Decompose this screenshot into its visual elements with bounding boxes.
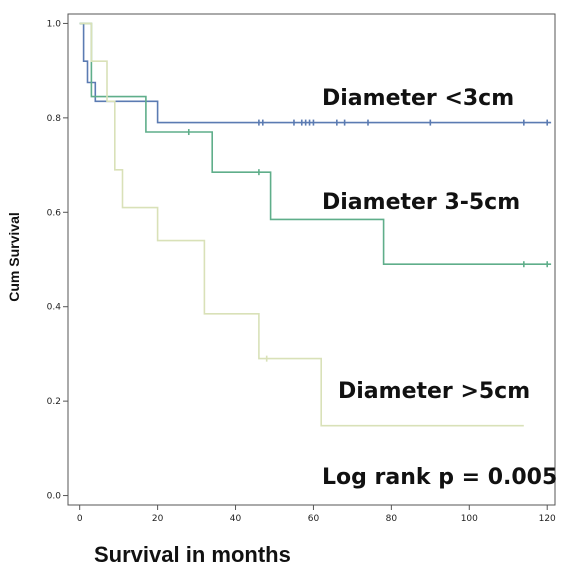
axes-layer: 0 20 40 60 80 100 120 0.0 0.2 0.4 0.6 0.8 1.0: [47, 19, 556, 524]
plot-frame: [67, 13, 556, 506]
x-tick-label: 60: [308, 514, 320, 524]
y-tick-label: 1.0: [47, 19, 62, 29]
x-tick-label: 40: [230, 514, 242, 524]
plot-area: [67, 13, 556, 506]
annotation-diameter-lt3: Diameter <3cm: [322, 86, 514, 111]
y-axis-title: Cum Survival: [6, 212, 22, 301]
y-tick-label: 0.4: [47, 303, 62, 313]
x-tick-label: 20: [152, 514, 164, 524]
x-tick-label: 120: [539, 514, 556, 524]
series-line-1: [79, 22, 552, 265]
annotation-log-rank: Log rank p = 0.005: [322, 465, 557, 490]
x-tick-label: 80: [386, 514, 398, 524]
y-tick-label: 0.8: [47, 114, 62, 124]
series-layer: [79, 22, 552, 427]
x-tick-label: 100: [461, 514, 478, 524]
x-axis-title: Survival in months: [94, 542, 291, 567]
y-tick-label: 0.0: [47, 492, 62, 502]
x-tick-label: 0: [77, 514, 83, 524]
y-tick-label: 0.2: [47, 397, 61, 407]
annotation-diameter-gt5: Diameter >5cm: [338, 379, 530, 404]
annotation-diameter-3-5: Diameter 3-5cm: [322, 190, 520, 215]
series-line-2: [79, 22, 524, 427]
series-1: [79, 22, 552, 268]
series-2: [79, 22, 524, 427]
y-tick-label: 0.6: [47, 208, 62, 218]
